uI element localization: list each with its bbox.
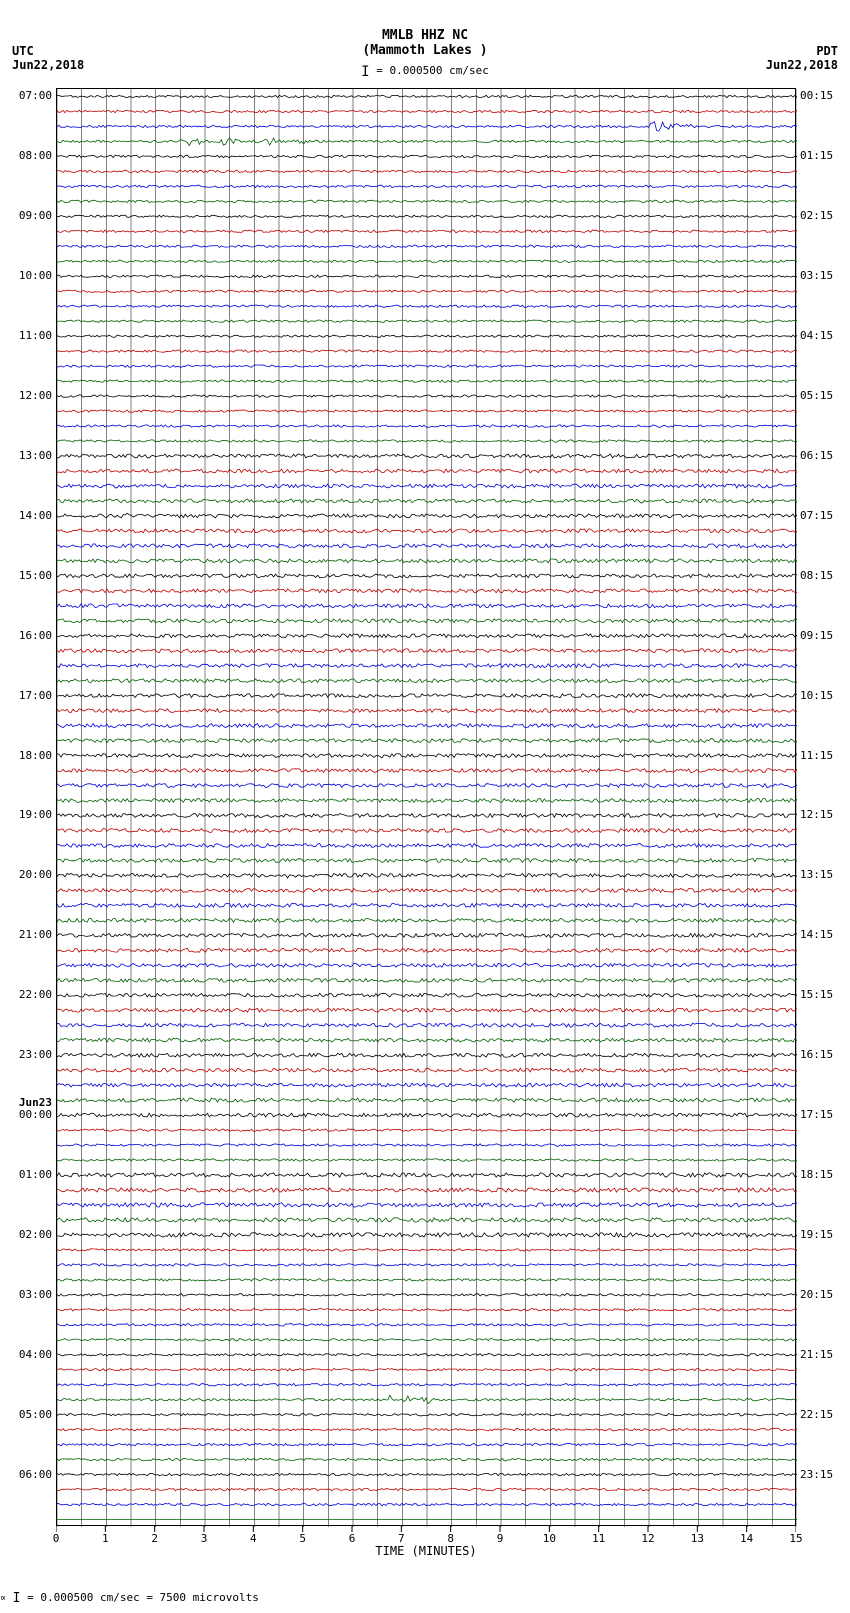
utc-time-label: 02:00 [4, 1228, 52, 1241]
utc-time-label: 17:00 [4, 689, 52, 702]
pdt-time-label: 18:15 [800, 1168, 850, 1181]
utc-time-label: 00:00 [4, 1108, 52, 1121]
x-tick-label: 0 [46, 1532, 66, 1545]
x-tick-label: 14 [737, 1532, 757, 1545]
footer-text: = 0.000500 cm/sec = 7500 microvolts [27, 1591, 259, 1604]
pdt-time-label: 22:15 [800, 1408, 850, 1421]
utc-time-label: 16:00 [4, 629, 52, 642]
utc-time-label: 18:00 [4, 749, 52, 762]
utc-time-label: 11:00 [4, 329, 52, 342]
pdt-time-label: 21:15 [800, 1348, 850, 1361]
utc-time-label: 14:00 [4, 509, 52, 522]
utc-time-label: 10:00 [4, 269, 52, 282]
utc-time-label: 03:00 [4, 1288, 52, 1301]
pdt-time-label: 11:15 [800, 749, 850, 762]
footer-bar-icon: I [13, 1591, 21, 1606]
pdt-time-label: 04:15 [800, 329, 850, 342]
utc-time-label: 21:00 [4, 928, 52, 941]
pdt-time-label: 00:15 [800, 89, 850, 102]
x-tick-label: 4 [243, 1532, 263, 1545]
timezone-right: PDT [816, 44, 838, 58]
pdt-time-label: 01:15 [800, 149, 850, 162]
x-tick-label: 6 [342, 1532, 362, 1545]
pdt-time-label: 14:15 [800, 928, 850, 941]
x-tick-label: 12 [638, 1532, 658, 1545]
scale-indicator: I = 0.000500 cm/sec [0, 62, 850, 78]
utc-time-label: 08:00 [4, 149, 52, 162]
pdt-time-label: 05:15 [800, 389, 850, 402]
pdt-time-label: 19:15 [800, 1228, 850, 1241]
utc-time-label: 07:00 [4, 89, 52, 102]
scale-text: = 0.000500 cm/sec [376, 64, 489, 77]
seismogram-svg [57, 89, 797, 1527]
pdt-time-label: 23:15 [800, 1468, 850, 1481]
utc-time-label: 22:00 [4, 988, 52, 1001]
utc-time-label: 19:00 [4, 808, 52, 821]
pdt-time-label: 08:15 [800, 569, 850, 582]
pdt-time-label: 10:15 [800, 689, 850, 702]
x-axis-label: TIME (MINUTES) [56, 1544, 796, 1558]
x-axis-ticks [56, 1526, 796, 1536]
x-tick-label: 2 [145, 1532, 165, 1545]
pdt-time-label: 15:15 [800, 988, 850, 1001]
x-tick-label: 5 [293, 1532, 313, 1545]
x-tick-label: 15 [786, 1532, 806, 1545]
utc-time-label: 15:00 [4, 569, 52, 582]
pdt-time-label: 03:15 [800, 269, 850, 282]
utc-time-label: 06:00 [4, 1468, 52, 1481]
seismogram-container: MMLB HHZ NC (Mammoth Lakes ) I = 0.00050… [0, 0, 850, 1613]
x-tick-label: 13 [687, 1532, 707, 1545]
pdt-time-label: 20:15 [800, 1288, 850, 1301]
station-title: MMLB HHZ NC [0, 0, 850, 43]
x-tick-label: 3 [194, 1532, 214, 1545]
x-tick-label: 10 [539, 1532, 559, 1545]
station-subtitle: (Mammoth Lakes ) [0, 43, 850, 58]
utc-date-change: Jun23 [4, 1096, 52, 1109]
x-tick-label: 7 [391, 1532, 411, 1545]
timezone-left: UTC [12, 44, 34, 58]
pdt-time-label: 12:15 [800, 808, 850, 821]
pdt-time-label: 09:15 [800, 629, 850, 642]
pdt-time-label: 13:15 [800, 868, 850, 881]
pdt-time-label: 16:15 [800, 1048, 850, 1061]
x-tick-label: 11 [589, 1532, 609, 1545]
pdt-time-label: 06:15 [800, 449, 850, 462]
utc-time-label: 05:00 [4, 1408, 52, 1421]
utc-time-label: 01:00 [4, 1168, 52, 1181]
plot-area [56, 88, 796, 1526]
utc-time-label: 23:00 [4, 1048, 52, 1061]
utc-time-label: 04:00 [4, 1348, 52, 1361]
utc-time-label: 20:00 [4, 868, 52, 881]
utc-time-label: 09:00 [4, 209, 52, 222]
x-tick-label: 8 [441, 1532, 461, 1545]
date-left: Jun22,2018 [12, 58, 84, 72]
utc-time-label: 13:00 [4, 449, 52, 462]
utc-time-label: 12:00 [4, 389, 52, 402]
pdt-time-label: 07:15 [800, 509, 850, 522]
x-tick-label: 9 [490, 1532, 510, 1545]
footer-scale: ∝ I = 0.000500 cm/sec = 7500 microvolts [0, 1590, 259, 1605]
x-tick-label: 1 [95, 1532, 115, 1545]
pdt-time-label: 02:15 [800, 209, 850, 222]
scale-bar-icon: I [361, 64, 369, 80]
pdt-time-label: 17:15 [800, 1108, 850, 1121]
date-right: Jun22,2018 [766, 58, 838, 72]
footer-marker: ∝ [0, 1593, 6, 1604]
